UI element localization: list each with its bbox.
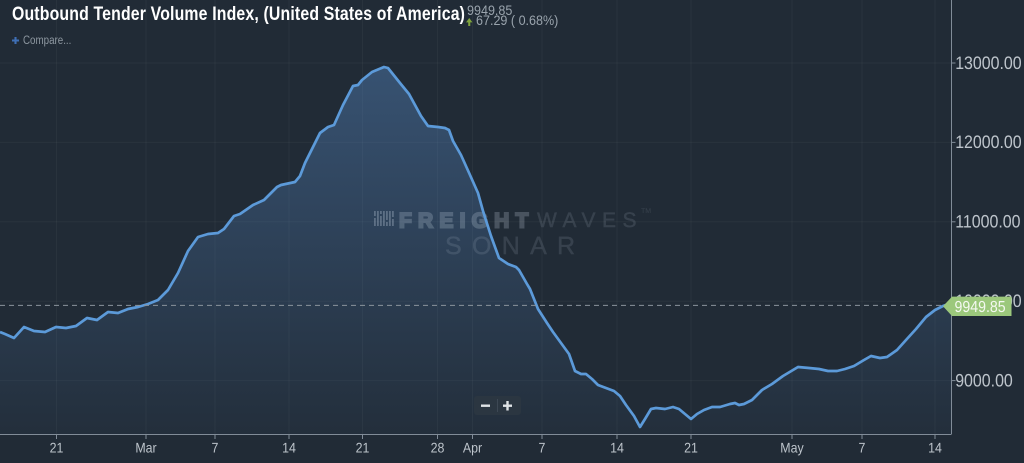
svg-text:9000.00: 9000.00 (955, 370, 1013, 390)
svg-text:TM: TM (641, 208, 651, 215)
svg-text:21: 21 (50, 440, 64, 456)
svg-text:7: 7 (859, 440, 866, 456)
svg-text:WAVES: WAVES (537, 209, 643, 232)
svg-text:14: 14 (610, 440, 624, 456)
svg-text:28: 28 (431, 440, 445, 456)
svg-text:Mar: Mar (135, 440, 157, 456)
svg-text:May: May (780, 440, 803, 456)
svg-text:7: 7 (212, 440, 219, 456)
svg-text:21: 21 (356, 440, 370, 456)
svg-text:FREIGHT: FREIGHT (399, 210, 535, 233)
svg-text:21: 21 (684, 440, 698, 456)
svg-text:7: 7 (539, 440, 546, 456)
svg-text:14: 14 (928, 440, 942, 456)
svg-text:12000.00: 12000.00 (955, 132, 1021, 152)
svg-text:13000.00: 13000.00 (955, 53, 1021, 73)
svg-text:9949.85: 9949.85 (955, 299, 1006, 316)
svg-text:14: 14 (282, 440, 296, 456)
svg-text:Apr: Apr (463, 440, 483, 456)
svg-text:11000.00: 11000.00 (955, 212, 1020, 232)
svg-text:SONAR: SONAR (445, 232, 585, 260)
